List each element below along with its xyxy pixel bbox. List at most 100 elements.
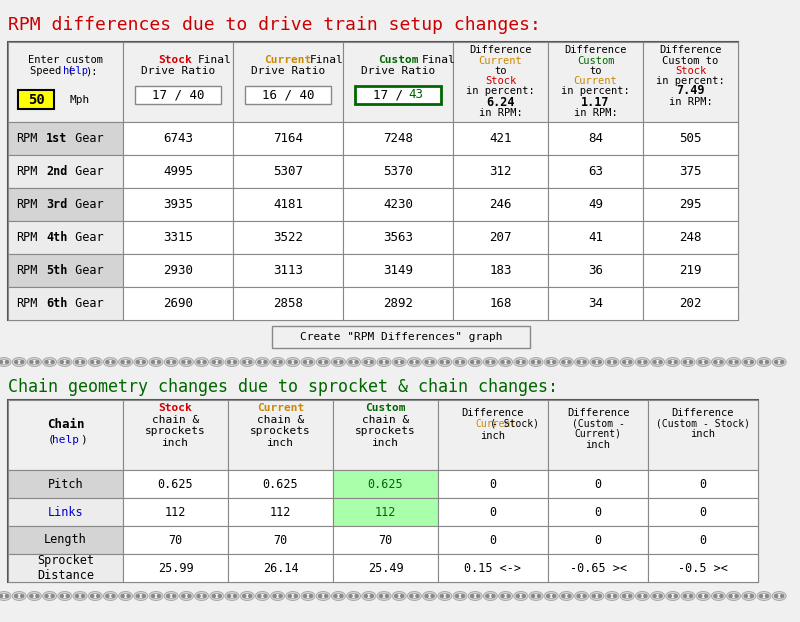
Circle shape: [622, 361, 626, 363]
Circle shape: [218, 595, 222, 598]
Text: Length: Length: [44, 534, 87, 547]
Bar: [8, 526, 123, 554]
Ellipse shape: [574, 592, 589, 600]
Ellipse shape: [289, 593, 297, 598]
Ellipse shape: [164, 592, 178, 600]
Bar: [648, 526, 758, 554]
Ellipse shape: [410, 593, 418, 598]
Text: 3149: 3149: [383, 264, 413, 277]
Text: Current): Current): [574, 429, 622, 439]
Text: chain &: chain &: [152, 415, 199, 425]
Text: 0.15 <->: 0.15 <->: [465, 562, 522, 575]
Circle shape: [279, 361, 282, 363]
Bar: [343, 287, 453, 320]
Ellipse shape: [164, 358, 178, 366]
Bar: [245, 86, 331, 104]
Text: (Custom - Stock): (Custom - Stock): [656, 419, 750, 429]
Ellipse shape: [654, 593, 662, 598]
Ellipse shape: [12, 358, 26, 366]
Circle shape: [234, 361, 237, 363]
Bar: [8, 42, 123, 122]
Text: Mph: Mph: [70, 95, 90, 105]
Text: 2690: 2690: [163, 297, 193, 310]
Bar: [438, 526, 548, 554]
Ellipse shape: [544, 592, 558, 600]
Circle shape: [410, 361, 413, 363]
Ellipse shape: [301, 592, 315, 600]
Ellipse shape: [395, 360, 403, 364]
Circle shape: [720, 361, 723, 363]
Circle shape: [394, 361, 398, 363]
Text: 2930: 2930: [163, 264, 193, 277]
Ellipse shape: [730, 360, 738, 364]
Bar: [228, 400, 333, 470]
Text: 3rd: 3rd: [46, 198, 67, 211]
Ellipse shape: [562, 593, 570, 598]
Circle shape: [562, 361, 565, 363]
Text: Stock: Stock: [158, 403, 192, 413]
Circle shape: [379, 361, 382, 363]
Text: 0.625: 0.625: [262, 478, 298, 491]
Text: ):: ):: [86, 66, 98, 76]
Circle shape: [446, 595, 450, 598]
Ellipse shape: [27, 592, 42, 600]
Text: 4181: 4181: [273, 198, 303, 211]
Ellipse shape: [517, 360, 525, 364]
Text: 49: 49: [588, 198, 603, 211]
Bar: [453, 287, 548, 320]
Ellipse shape: [270, 592, 285, 600]
Ellipse shape: [0, 360, 8, 364]
Circle shape: [303, 595, 306, 598]
Text: Gear: Gear: [68, 264, 104, 277]
Bar: [333, 554, 438, 582]
Circle shape: [21, 595, 24, 598]
Circle shape: [766, 595, 769, 598]
Circle shape: [644, 595, 647, 598]
Text: inch: inch: [586, 440, 610, 450]
Ellipse shape: [182, 593, 190, 598]
Circle shape: [349, 361, 352, 363]
Text: 6.24: 6.24: [486, 96, 514, 108]
Text: Speed (: Speed (: [30, 66, 74, 76]
Circle shape: [766, 361, 769, 363]
Circle shape: [614, 595, 617, 598]
Text: Stock: Stock: [158, 55, 192, 65]
Text: 26.14: 26.14: [262, 562, 298, 575]
Text: Chain geometry changes due to sprocket & chain changes:: Chain geometry changes due to sprocket &…: [8, 378, 558, 396]
Circle shape: [501, 595, 504, 598]
Circle shape: [720, 595, 723, 598]
Ellipse shape: [179, 592, 194, 600]
Ellipse shape: [502, 360, 510, 364]
Circle shape: [51, 595, 54, 598]
Ellipse shape: [635, 358, 650, 366]
Ellipse shape: [654, 360, 662, 364]
Bar: [8, 122, 123, 155]
Ellipse shape: [91, 360, 99, 364]
Circle shape: [659, 361, 662, 363]
Circle shape: [774, 361, 778, 363]
Bar: [453, 188, 548, 221]
Bar: [18, 90, 54, 109]
Ellipse shape: [547, 593, 555, 598]
Circle shape: [182, 595, 185, 598]
Ellipse shape: [334, 593, 342, 598]
Bar: [123, 554, 228, 582]
Circle shape: [14, 361, 18, 363]
Bar: [648, 498, 758, 526]
Circle shape: [21, 361, 24, 363]
Circle shape: [759, 361, 762, 363]
Circle shape: [531, 595, 534, 598]
Text: Drive Ratio: Drive Ratio: [141, 66, 215, 76]
Ellipse shape: [486, 593, 494, 598]
Text: Difference: Difference: [566, 408, 630, 418]
Ellipse shape: [304, 360, 312, 364]
Bar: [8, 470, 123, 498]
Circle shape: [188, 595, 191, 598]
Bar: [343, 254, 453, 287]
Text: RPM: RPM: [16, 264, 38, 277]
Circle shape: [583, 361, 586, 363]
Text: in RPM:: in RPM:: [574, 108, 618, 118]
Bar: [123, 400, 228, 470]
Circle shape: [334, 595, 337, 598]
Circle shape: [30, 361, 33, 363]
